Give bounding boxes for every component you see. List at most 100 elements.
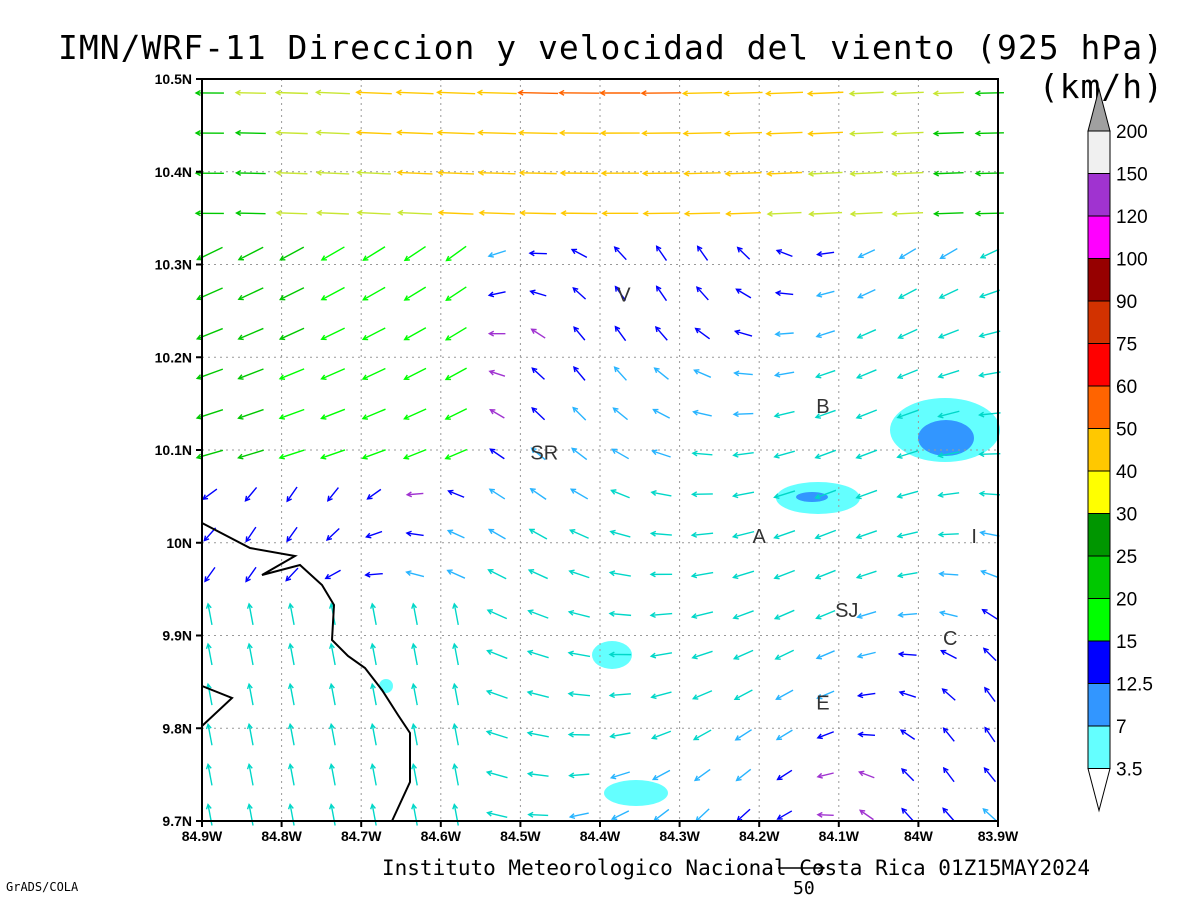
wind-vector-head <box>816 733 823 740</box>
wind-vector-shaft <box>817 690 835 699</box>
lat-tick-label: 9.9N <box>162 628 192 644</box>
colorbar-label: 60 <box>1116 377 1137 398</box>
wind-vector-head <box>855 493 862 500</box>
wind-vector-head <box>855 413 862 420</box>
wind-vector-shaft <box>447 569 466 579</box>
wind-vector-shaft <box>692 452 713 456</box>
wind-vector-shaft <box>774 530 796 539</box>
wind-vector-shaft <box>984 727 996 743</box>
wind-vector <box>326 487 339 502</box>
wind-vector <box>285 567 299 582</box>
wind-vector <box>807 130 843 137</box>
wind-vector-shaft <box>453 724 459 746</box>
wind-vector-head <box>614 325 621 332</box>
wind-vector <box>733 370 753 377</box>
wind-vector-shaft <box>570 488 589 500</box>
wind-vector-shaft <box>808 131 843 135</box>
wind-vector-head <box>649 652 657 659</box>
wind-vector-head <box>980 569 987 576</box>
wind-vector-shaft <box>289 724 295 746</box>
wind-vector-head <box>324 573 331 580</box>
wind-vector-shaft <box>321 408 346 420</box>
place-labels: V B SR A I SJ C E <box>530 285 977 715</box>
wind-vector-shaft <box>777 810 793 820</box>
wind-vector-head <box>733 694 740 701</box>
wind-vector-head <box>328 722 335 730</box>
wind-vector <box>858 809 874 821</box>
wind-vector-head <box>570 248 578 255</box>
wind-vector-head <box>403 255 410 262</box>
colorbar-label: 15 <box>1116 632 1137 653</box>
wind-vector-shaft <box>489 488 506 500</box>
wind-vector-head <box>932 210 940 217</box>
wind-vector-shaft <box>447 529 465 539</box>
wind-vector-head <box>246 642 253 650</box>
wind-vector-head <box>773 371 781 378</box>
wind-vector <box>766 210 802 217</box>
wind-vector <box>775 249 793 258</box>
wind-vector-shaft <box>610 693 631 697</box>
wind-vector-head <box>572 406 579 413</box>
wind-vector <box>939 247 958 260</box>
wind-vector-shaft <box>897 369 918 379</box>
wind-vector-shaft <box>733 570 755 579</box>
wind-vector-head <box>315 209 323 216</box>
wind-vector-shaft <box>614 366 627 381</box>
wind-vector-head <box>452 762 459 770</box>
wind-vector <box>314 89 350 96</box>
wind-vector <box>979 530 1000 537</box>
place-label: B <box>816 396 829 418</box>
wind-vector <box>942 766 955 783</box>
wind-vector <box>370 602 377 626</box>
wind-vector-head <box>614 285 621 292</box>
wind-vector-shaft <box>446 245 467 262</box>
wind-vector-head <box>610 814 618 821</box>
wind-vector-head <box>526 771 534 778</box>
wind-vector-shaft <box>766 131 803 135</box>
wind-vector <box>411 642 418 666</box>
wind-vector-head <box>205 803 212 810</box>
wind-vector <box>517 89 559 96</box>
wind-vector-head <box>651 449 658 456</box>
wind-vector-shaft <box>654 367 669 380</box>
lon-tick-label: 84.3W <box>659 828 700 844</box>
wind-vector <box>395 89 434 96</box>
wind-vector <box>204 566 216 583</box>
light-shading <box>379 679 393 693</box>
wind-vector <box>978 289 1000 299</box>
wind-vector-shaft <box>651 652 673 657</box>
lat-tick-label: 9.7N <box>162 813 192 829</box>
wind-vector-shaft <box>245 526 257 542</box>
wind-vector-head <box>444 454 451 460</box>
wind-vector-shaft <box>453 684 459 706</box>
wind-vector-shaft <box>938 369 960 378</box>
wind-vector-head <box>403 334 410 341</box>
wind-vector <box>984 686 996 702</box>
wind-vector <box>452 722 459 746</box>
wind-vector-head <box>568 772 575 779</box>
wind-vector-shaft <box>611 489 630 499</box>
wind-vector-head <box>205 722 212 730</box>
wind-vector <box>608 651 632 658</box>
wind-vector <box>361 449 386 460</box>
wind-vector-head <box>527 811 534 818</box>
wind-vector-head <box>858 809 866 816</box>
wind-vector-head <box>974 130 981 137</box>
wind-vector <box>444 326 467 341</box>
wind-vector-shaft <box>487 609 508 620</box>
wind-vector-shaft <box>856 530 878 539</box>
wind-vector-head <box>641 170 649 177</box>
wind-vector <box>444 367 467 381</box>
wind-vector-shaft <box>651 691 672 698</box>
wind-vector-shaft <box>404 448 427 460</box>
wind-vector-shaft <box>736 288 752 299</box>
wind-vector <box>446 569 466 579</box>
wind-vector <box>984 726 996 743</box>
wind-vector-shaft <box>317 211 349 215</box>
wind-vector-shaft <box>276 212 308 215</box>
wind-vector-shaft <box>453 764 459 786</box>
wind-vector-head <box>692 734 700 741</box>
wind-vector-head <box>608 692 616 699</box>
wind-vector-head <box>245 536 251 543</box>
wind-vector <box>736 808 751 822</box>
